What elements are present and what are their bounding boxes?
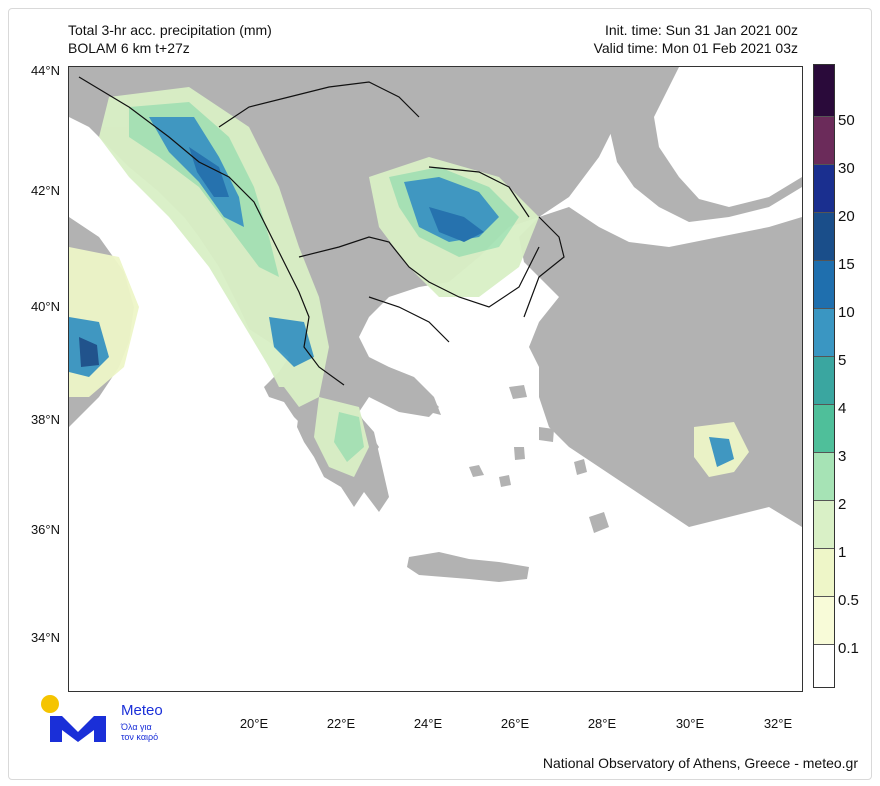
lon-label: 30°E (675, 716, 705, 731)
colorbar-bin (814, 65, 834, 117)
colorbar-bin (814, 405, 834, 453)
colorbar-bin (814, 261, 834, 309)
lat-label: 38°N (30, 412, 60, 427)
lon-label: 20°E (239, 716, 269, 731)
colorbar-bin (814, 597, 834, 645)
land-islands (469, 385, 609, 533)
lon-label: 32°E (763, 716, 793, 731)
land-turkey (519, 207, 802, 527)
colorbar-label: 0.1 (838, 640, 859, 657)
land-crete (407, 552, 529, 582)
colorbar-bin (814, 357, 834, 405)
colorbar-label: 4 (838, 400, 847, 417)
precip-overlay (69, 87, 749, 477)
lat-label: 42°N (30, 183, 60, 198)
lat-label: 40°N (30, 299, 60, 314)
colorbar-label: 30 (838, 160, 855, 177)
sea-black (654, 67, 802, 207)
colorbar-label: 2 (838, 496, 847, 513)
footer-credit: National Observatory of Athens, Greece -… (542, 755, 858, 771)
colorbar-label: 5 (838, 352, 847, 369)
colorbar-bin (814, 309, 834, 357)
lon-label: 28°E (587, 716, 617, 731)
colorbar-bin (814, 549, 834, 597)
colorbar (813, 64, 835, 688)
valid-time: Valid time: Mon 01 Feb 2021 03z (593, 40, 798, 56)
lat-label: 44°N (30, 63, 60, 78)
chart-title: Total 3-hr acc. precipitation (mm) (68, 22, 272, 38)
colorbar-label: 20 (838, 208, 855, 225)
colorbar-bin (814, 213, 834, 261)
logo-tagline: Όλα για (121, 722, 152, 732)
colorbar-label: 10 (838, 304, 855, 321)
lon-label: 24°E (413, 716, 443, 731)
colorbar-label: 0.5 (838, 592, 859, 609)
colorbar-bin (814, 453, 834, 501)
lat-label: 36°N (30, 522, 60, 537)
logo-brand: Meteo (121, 702, 163, 719)
map-canvas (69, 67, 802, 582)
colorbar-bin (814, 117, 834, 165)
colorbar-bin (814, 645, 834, 687)
borders (78, 76, 565, 386)
lat-label: 34°N (30, 630, 60, 645)
precipitation-map[interactable] (68, 66, 803, 692)
lon-label: 26°E (500, 716, 530, 731)
logo-tagline: τον καιρό (121, 732, 159, 742)
colorbar-bin (814, 165, 834, 213)
meteo-logo[interactable]: Meteo Όλα για τον καιρό (38, 692, 188, 744)
model-label: BOLAM 6 km t+27z (68, 40, 190, 56)
colorbar-bin (814, 501, 834, 549)
colorbar-label: 50 (838, 112, 855, 129)
colorbar-label: 15 (838, 256, 855, 273)
land-euboea (389, 367, 441, 415)
colorbar-label: 1 (838, 544, 847, 561)
logo-mark-icon (41, 695, 106, 742)
init-time: Init. time: Sun 31 Jan 2021 00z (604, 22, 798, 38)
lon-label: 22°E (326, 716, 356, 731)
colorbar-label: 3 (838, 448, 847, 465)
